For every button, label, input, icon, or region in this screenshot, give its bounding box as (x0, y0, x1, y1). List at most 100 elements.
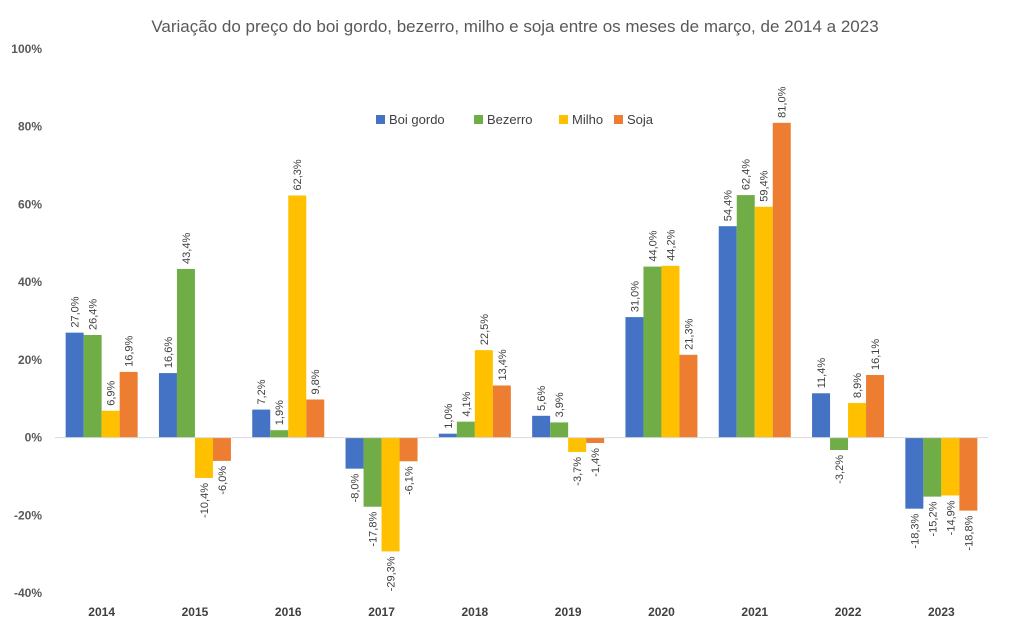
bar-bezerro-2017 (363, 437, 382, 507)
bars (65, 122, 978, 552)
data-label: 5,6% (536, 386, 548, 411)
bar-boi-gordo-2016 (252, 409, 271, 438)
data-label: -18,8% (963, 515, 975, 550)
chart-title: Variação do preço do boi gordo, bezerro,… (151, 17, 878, 36)
data-label: 1,0% (443, 403, 455, 428)
data-label: -18,3% (909, 513, 921, 548)
y-tick-label: 40% (18, 275, 42, 289)
data-label: 21,3% (683, 318, 695, 349)
data-label: 43,4% (181, 233, 193, 264)
x-tick-label: 2023 (928, 605, 955, 619)
bar-milho-2018 (474, 350, 493, 438)
data-label: -3,2% (834, 455, 846, 484)
bar-milho-2017 (381, 437, 400, 552)
x-tick-label: 2020 (648, 605, 675, 619)
x-axis: 2014 2015 2016 2017 2018 2019 2020 2021 2022 2023 (88, 605, 955, 619)
bar-bezerro-2019 (550, 422, 569, 438)
bar-milho-2019 (568, 437, 587, 452)
data-label: 6,9% (106, 380, 118, 405)
bar-milho-2021 (754, 206, 773, 438)
bar-soja-2022 (866, 375, 885, 438)
bar-soja-2017 (399, 437, 418, 462)
data-label: 3,9% (554, 392, 566, 417)
data-label: -8,0% (350, 473, 362, 502)
y-tick-label: -40% (14, 586, 42, 600)
x-tick-label: 2022 (835, 605, 862, 619)
bar-soja-2020 (679, 354, 698, 438)
bar-soja-2015 (212, 437, 231, 461)
bar-milho-2023 (941, 437, 960, 496)
bar-bezerro-2022 (830, 437, 849, 451)
data-label: 62,3% (292, 159, 304, 190)
bar-boi-gordo-2018 (438, 433, 457, 438)
bar-boi-gordo-2019 (532, 415, 551, 438)
bar-milho-2015 (194, 437, 213, 478)
bar-soja-2023 (959, 437, 978, 511)
bar-soja-2021 (772, 122, 791, 438)
data-label: 26,4% (88, 299, 100, 330)
data-label: 1,9% (274, 400, 286, 425)
data-labels: 27,0% 26,4% 6,9% 16,9% 16,6% 43,4% -10,4% -6,0%… (70, 86, 976, 591)
bar-milho-2014 (101, 410, 120, 438)
bar-bezerro-2014 (83, 334, 102, 438)
data-label: 31,0% (629, 281, 641, 312)
bar-boi-gordo-2015 (158, 373, 177, 438)
bar-boi-gordo-2020 (625, 317, 644, 438)
legend-label: Bezerro (487, 112, 533, 127)
bar-bezerro-2021 (736, 195, 755, 438)
legend-label: Milho (572, 112, 603, 127)
data-label: 13,4% (497, 349, 509, 380)
legend-swatch (614, 115, 623, 124)
data-label: 8,9% (852, 373, 864, 398)
legend-swatch (376, 115, 385, 124)
bar-boi-gordo-2014 (65, 332, 84, 438)
data-label: -17,8% (368, 512, 380, 547)
data-label: -6,1% (404, 466, 416, 495)
legend-swatch (559, 115, 568, 124)
data-label: 16,6% (163, 337, 175, 368)
bar-boi-gordo-2022 (812, 393, 831, 438)
bar-bezerro-2015 (176, 268, 195, 438)
x-tick-label: 2015 (182, 605, 209, 619)
x-tick-label: 2016 (275, 605, 302, 619)
x-tick-label: 2021 (741, 605, 768, 619)
y-tick-label: 0% (25, 431, 43, 445)
data-label: 16,1% (870, 339, 882, 370)
data-label: 16,9% (124, 335, 136, 366)
data-label: 81,0% (777, 86, 789, 117)
data-label: 44,2% (665, 229, 677, 260)
data-label: 59,4% (759, 170, 771, 201)
bar-bezerro-2020 (643, 266, 662, 438)
data-label: 54,4% (723, 190, 735, 221)
data-label: -10,4% (199, 483, 211, 518)
data-label: -3,7% (572, 457, 584, 486)
y-tick-label: 60% (18, 197, 42, 211)
y-tick-label: -20% (14, 508, 42, 522)
data-label: 9,8% (310, 369, 322, 394)
bar-milho-2016 (288, 195, 307, 438)
data-label: 7,2% (256, 379, 268, 404)
bar-boi-gordo-2021 (718, 226, 737, 438)
data-label: 27,0% (70, 296, 82, 327)
y-tick-label: 100% (11, 42, 42, 56)
bar-milho-2022 (848, 402, 867, 438)
data-label: -29,3% (386, 556, 398, 591)
legend-label: Soja (627, 112, 654, 127)
x-tick-label: 2018 (461, 605, 488, 619)
x-tick-label: 2019 (555, 605, 582, 619)
x-tick-label: 2014 (88, 605, 115, 619)
y-tick-label: 80% (18, 120, 42, 134)
legend: Boi gordo Bezerro Milho Soja (376, 112, 654, 127)
data-label: -15,2% (927, 501, 939, 536)
data-label: 62,4% (741, 159, 753, 190)
data-label: 22,5% (479, 314, 491, 345)
x-tick-label: 2017 (368, 605, 395, 619)
y-tick-label: 20% (18, 353, 42, 367)
bar-soja-2014 (119, 371, 138, 438)
bar-soja-2016 (306, 399, 325, 438)
data-label: 11,4% (816, 358, 828, 389)
bar-bezerro-2016 (270, 430, 289, 438)
legend-label: Boi gordo (389, 112, 445, 127)
bar-bezerro-2018 (456, 421, 475, 438)
